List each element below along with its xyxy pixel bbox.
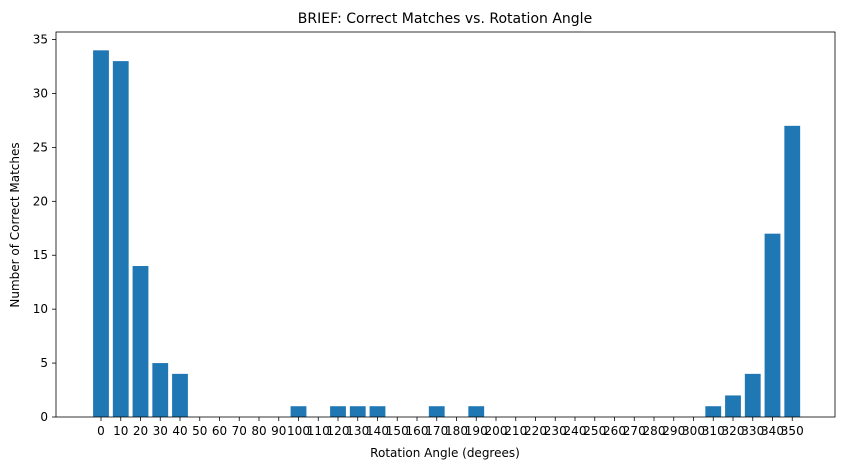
bar-30 (152, 363, 169, 417)
x-tick-label: 290 (662, 424, 685, 438)
x-tick-label: 120 (327, 424, 350, 438)
plot-frame (55, 31, 836, 418)
bar-140 (369, 406, 386, 417)
bar-350 (784, 125, 801, 417)
bar-20 (132, 266, 149, 417)
x-tick-label: 130 (346, 424, 369, 438)
x-tick-label: 50 (192, 424, 207, 438)
x-tick-label: 330 (741, 424, 764, 438)
x-tick-label: 340 (761, 424, 784, 438)
x-tick-label: 140 (366, 424, 389, 438)
x-tick-label: 310 (702, 424, 725, 438)
bar-10 (112, 61, 129, 417)
x-tick-label: 280 (643, 424, 666, 438)
x-tick-label: 220 (524, 424, 547, 438)
x-tick-label: 180 (445, 424, 468, 438)
y-tick-label: 0 (40, 410, 48, 424)
x-tick-label: 100 (287, 424, 310, 438)
x-tick-label: 60 (212, 424, 227, 438)
x-axis-ticks: 0 10 20 30 40 50 60 70 80 90 100110120130140150160… (97, 417, 804, 438)
x-axis-label: Rotation Angle (degrees) (370, 446, 520, 460)
x-tick-label: 90 (271, 424, 286, 438)
x-tick-label: 320 (722, 424, 745, 438)
x-tick-label: 150 (386, 424, 409, 438)
x-tick-label: 300 (682, 424, 705, 438)
bar-120 (330, 406, 346, 417)
y-tick-label: 30 (33, 86, 48, 100)
y-tick-label: 10 (33, 302, 48, 316)
y-tick-label: 25 (33, 140, 48, 154)
y-tick-label: 20 (33, 194, 48, 208)
bar-0 (93, 50, 109, 417)
x-tick-label: 200 (485, 424, 508, 438)
bar-170 (428, 406, 445, 417)
x-tick-label: 160 (406, 424, 429, 438)
x-tick-label: 0 (97, 424, 105, 438)
x-tick-label: 190 (465, 424, 488, 438)
x-tick-label: 170 (425, 424, 448, 438)
bar-340 (764, 233, 781, 417)
bar-310 (705, 406, 722, 417)
bar-40 (172, 373, 188, 417)
x-tick-label: 350 (781, 424, 804, 438)
y-axis-label: Number of Correct Matches (8, 142, 22, 307)
bar-100 (290, 406, 307, 417)
y-tick-label: 15 (33, 248, 48, 262)
x-tick-label: 40 (172, 424, 187, 438)
x-tick-label: 110 (307, 424, 330, 438)
x-tick-label: 270 (623, 424, 646, 438)
x-tick-label: 30 (153, 424, 168, 438)
x-tick-label: 80 (251, 424, 266, 438)
bar-320 (725, 395, 741, 417)
x-tick-label: 230 (544, 424, 567, 438)
x-tick-label: 240 (564, 424, 587, 438)
x-tick-label: 210 (504, 424, 527, 438)
chart-title: BRIEF: Correct Matches vs. Rotation Angl… (298, 11, 592, 27)
bar-190 (468, 406, 485, 417)
bar-130 (349, 406, 366, 417)
bar-330 (744, 373, 761, 417)
x-tick-label: 10 (113, 424, 128, 438)
x-tick-label: 250 (583, 424, 606, 438)
y-axis-ticks: 0 5 10 15 20 25 30 35 (33, 33, 56, 424)
x-tick-label: 20 (133, 424, 148, 438)
x-tick-label: 70 (232, 424, 247, 438)
y-tick-label: 5 (40, 356, 48, 370)
bars-group (93, 50, 801, 417)
y-tick-label: 35 (33, 33, 48, 47)
x-tick-label: 260 (603, 424, 626, 438)
